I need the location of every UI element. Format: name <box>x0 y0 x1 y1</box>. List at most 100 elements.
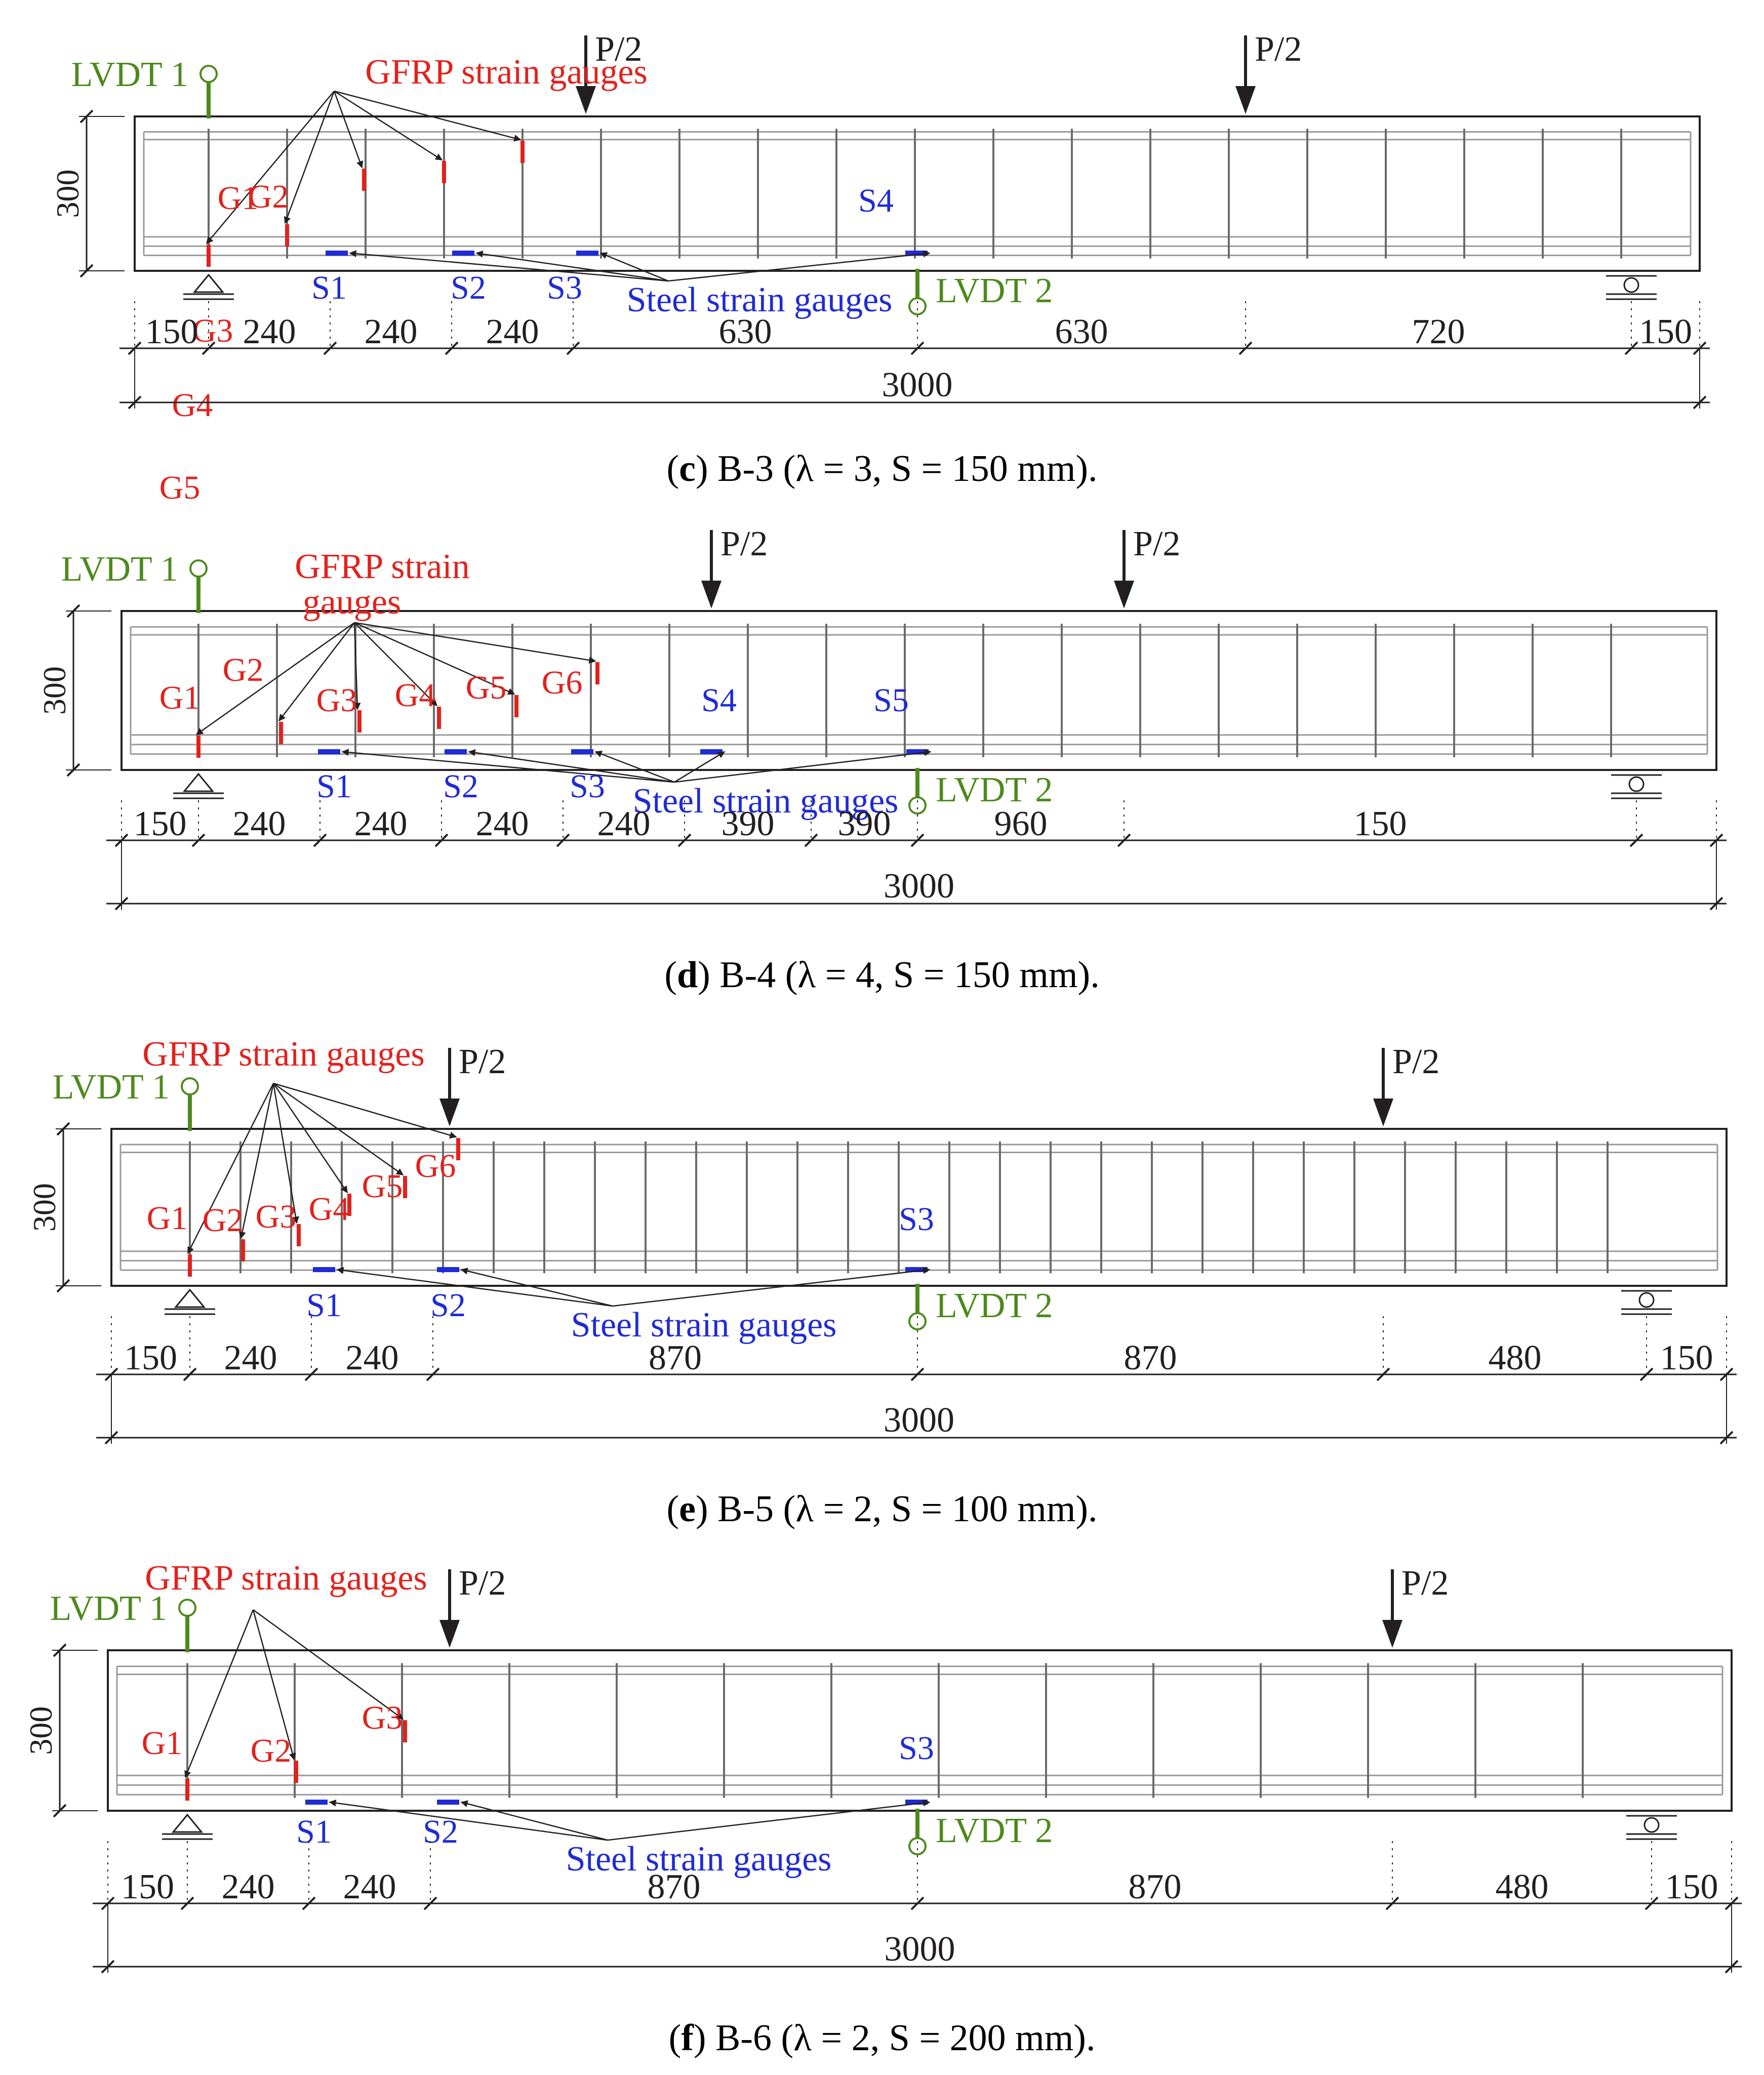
dimension-value: 150 <box>124 1338 177 1377</box>
span-dimensions: 150 240 240 240 240 390 390 960 150 <box>106 800 1727 847</box>
arrow-head-icon <box>1373 1098 1393 1126</box>
lvdt-2-label: LVDT 2 <box>936 1811 1053 1850</box>
dimension-tick <box>323 341 337 355</box>
dimension-tick <box>104 1431 118 1445</box>
dimension-value: 240 <box>476 804 529 843</box>
dimension-value: 240 <box>354 804 408 843</box>
gfrp-gauge-g2: G2 <box>248 91 335 247</box>
leader-arrow <box>674 751 726 783</box>
lvdt-1-icon <box>178 1599 196 1617</box>
leader-arrow <box>460 1268 613 1307</box>
dimension-tick <box>423 1896 437 1910</box>
load-arrow-2: P/2 <box>1235 30 1302 114</box>
steel-gauge-s1: S1 <box>296 1799 608 1850</box>
panel-caption: (d) B-4 (λ = 4, S = 150 mm). <box>664 954 1099 996</box>
leader-arrow <box>354 622 515 695</box>
steel-strain-gauges: Steel strain gauges S1 S2 S3 <box>306 1201 934 1345</box>
gfrp-gauge-g1: G1 <box>147 1083 274 1277</box>
gfrp-gauge-g6: G6 <box>273 1082 460 1185</box>
leader-arrow <box>284 91 335 224</box>
beam-outline <box>107 1649 1733 1812</box>
lvdt-1-icon <box>199 65 218 83</box>
lvdt-2-icon <box>908 297 927 315</box>
dimension-value: 240 <box>486 312 539 351</box>
dimension-tick <box>1719 1431 1734 1445</box>
dimension-value: 480 <box>1489 1338 1542 1377</box>
height-label: 300 <box>36 666 72 715</box>
leader-arrow <box>349 250 669 282</box>
load-arrow-2: P/2 <box>1373 1042 1439 1126</box>
roller-support-icon <box>1643 1817 1660 1833</box>
total-length-dimension: 3000 <box>96 1374 1737 1445</box>
dimension-tick <box>445 341 459 355</box>
roller-support-icon <box>1628 776 1645 792</box>
gfrp-gauge-g6: G6 <box>354 622 599 701</box>
load-arrow-2: P/2 <box>1114 524 1180 608</box>
gfrp-gauge-g4: G4 <box>172 90 446 424</box>
dimension-value: 150 <box>145 312 198 351</box>
supports <box>165 1288 1672 1315</box>
gfrp-gauge-label: G1 <box>159 679 201 716</box>
lvdt-1-icon <box>189 559 208 578</box>
leader-arrow <box>238 1083 274 1239</box>
total-length-label: 3000 <box>885 1930 955 1969</box>
steel-strain-gauges: Steel strain gauges S1 S2 S3 S4 <box>311 182 931 319</box>
dimension-value: 630 <box>719 312 772 351</box>
arrow-head-icon <box>1382 1620 1402 1648</box>
dimension-value: 240 <box>233 804 286 843</box>
gfrp-gauge-label: G2 <box>251 1732 292 1769</box>
dimension-tick <box>128 395 142 410</box>
steel-gauge-label: S5 <box>873 682 909 719</box>
steel-gauge-label: S3 <box>570 768 605 805</box>
height-dimension: 300 <box>26 1122 101 1293</box>
height-label: 300 <box>23 1706 59 1755</box>
leader-arrow <box>187 1083 274 1254</box>
gfrp-gauge-label: G2 <box>248 178 289 215</box>
stirrups <box>208 129 1622 259</box>
gfrp-gauge-g3: G3 <box>316 622 362 733</box>
caption-open-paren: ( <box>666 448 679 490</box>
leader-arrow <box>334 90 443 161</box>
dimension-value: 390 <box>721 804 775 843</box>
dimension-tick <box>804 833 818 847</box>
total-length-label: 3000 <box>884 1401 954 1440</box>
lvdt-2: LVDT 2 <box>908 1284 1053 1330</box>
gfrp-gauge-label: G2 <box>203 1202 244 1239</box>
dimension-tick <box>180 1896 194 1910</box>
gfrp-gauge-g4: G4 <box>354 622 441 729</box>
leader-arrow <box>460 1800 608 1841</box>
span-dimensions: 150 240 240 870 870 480 150 <box>96 1316 1737 1381</box>
steel-gauge-s5: S5 <box>674 682 932 783</box>
gfrp-gauge-label: G1 <box>218 180 259 217</box>
gfrp-gauge-g5: G5 <box>159 90 525 506</box>
dimension-value: 150 <box>121 1867 174 1906</box>
lvdt-2-icon <box>908 1312 927 1330</box>
lvdt-2-label: LVDT 2 <box>936 770 1053 809</box>
lvdt-1-label: LVDT 1 <box>50 1589 167 1628</box>
pin-support-icon <box>192 273 225 293</box>
load-label: P/2 <box>459 1042 506 1081</box>
dimension-value: 150 <box>1660 1338 1713 1377</box>
gfrp-label-line-2: gauges <box>303 583 401 622</box>
steel-gauge-s2: S2 <box>430 1267 613 1324</box>
steel-gauge-s2: S2 <box>423 1800 608 1850</box>
dimension-tick <box>191 833 206 847</box>
load-arrow-1: P/2 <box>576 30 642 114</box>
lvdt-1-icon <box>181 1077 199 1095</box>
steel-gauge-label: S1 <box>316 768 352 805</box>
steel-gauge-label: S4 <box>858 182 894 219</box>
gfrp-gauge-label: G4 <box>395 677 436 714</box>
leader-arrow <box>612 1267 931 1307</box>
dimension-value: 870 <box>649 1338 702 1377</box>
pin-support-icon <box>182 772 215 792</box>
steel-gauge-s2: S2 <box>451 250 669 306</box>
gfrp-strain-gauges: GFRP strain gauges G1 G2 G3 <box>142 1559 427 1801</box>
gfrp-gauge-g1: G1 <box>206 91 335 267</box>
supports <box>162 1813 1677 1840</box>
leader-arrow <box>333 91 364 169</box>
lvdt-1: LVDT 1 <box>53 1068 199 1131</box>
longitudinal-rebars <box>116 1665 1723 1796</box>
